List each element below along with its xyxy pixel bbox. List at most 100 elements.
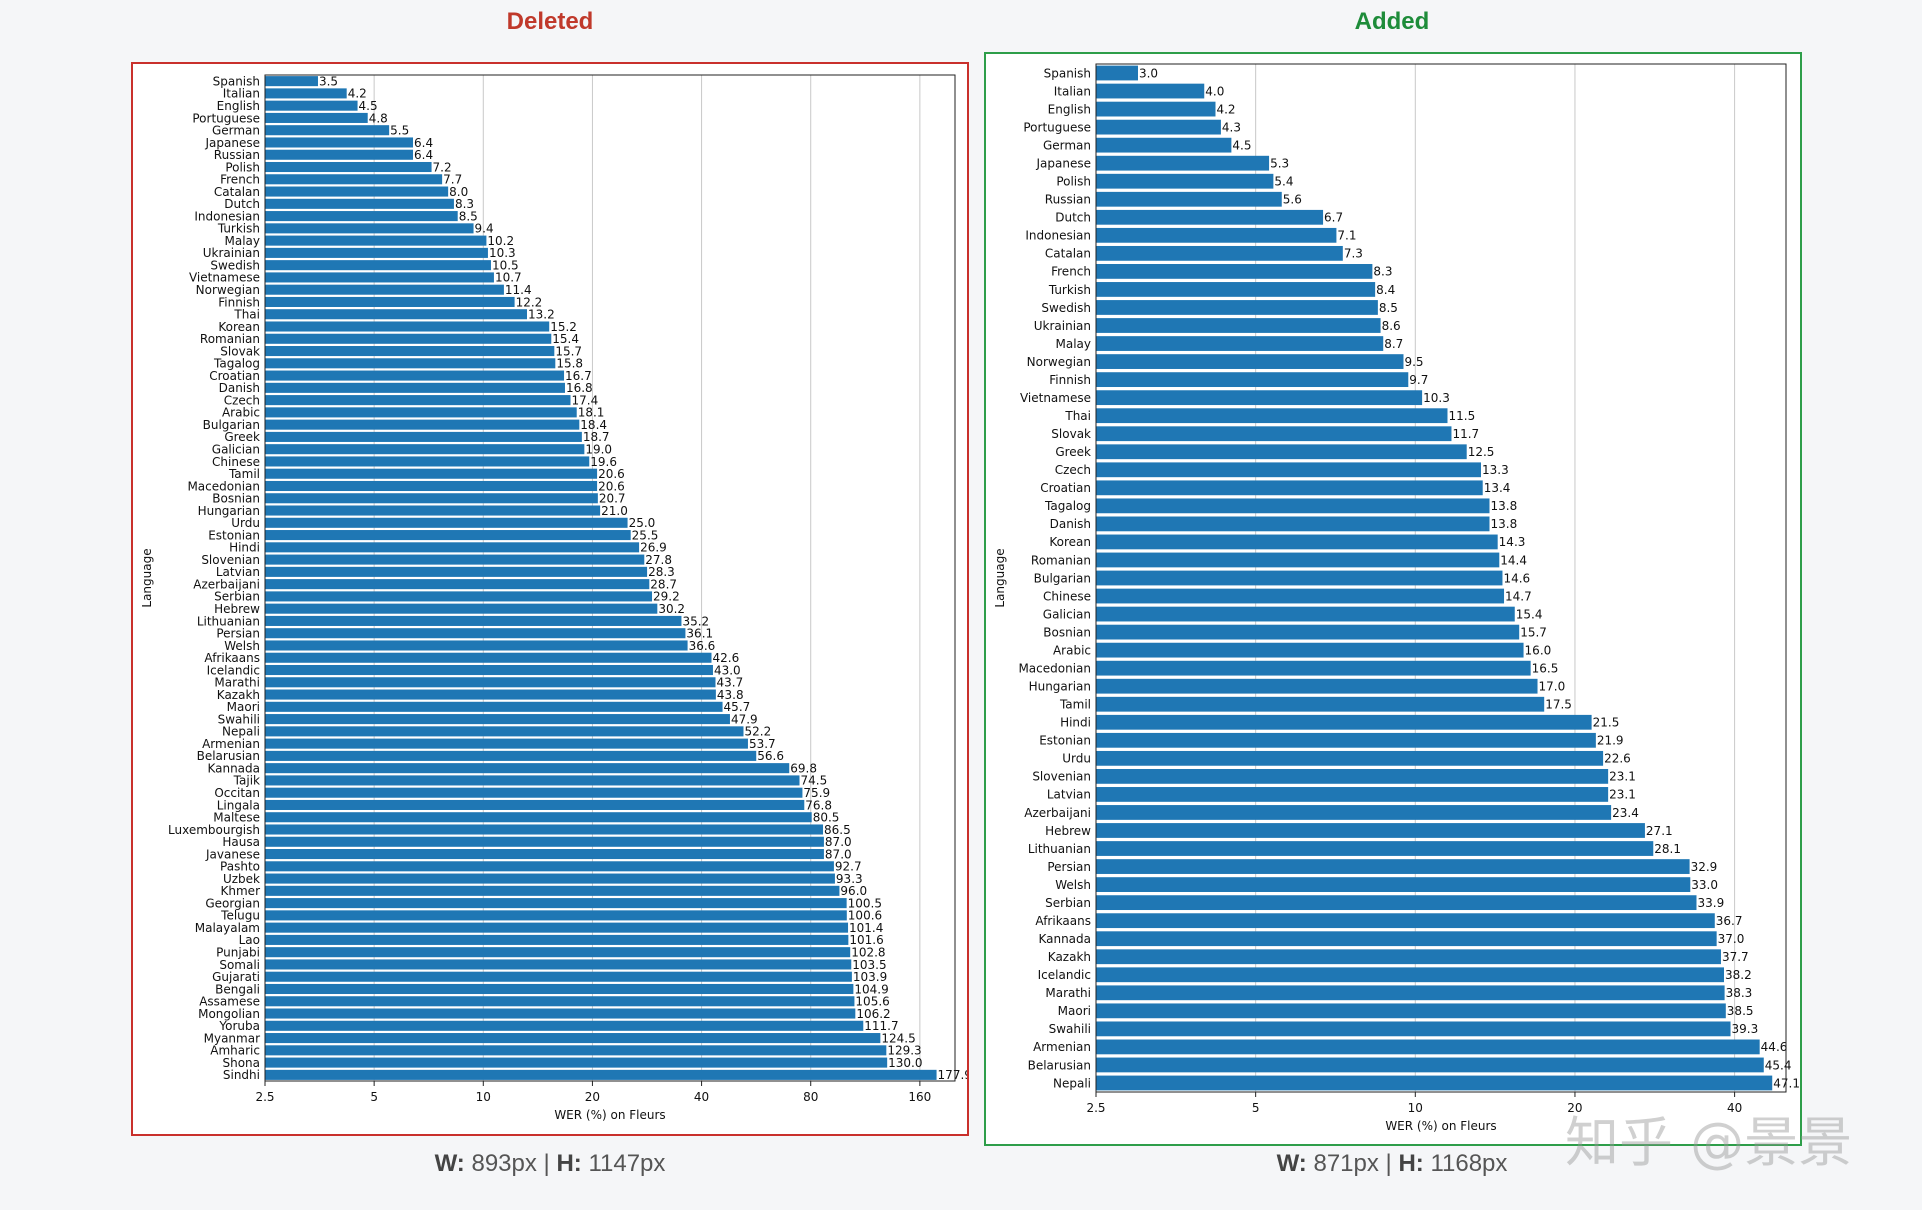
bar-german (265, 125, 390, 136)
value-label: 16.8 (566, 381, 593, 395)
bar-finnish (1096, 372, 1409, 388)
category-label: Maori (1058, 1004, 1091, 1018)
bar-malayalam (265, 922, 849, 933)
value-label: 103.5 (852, 958, 886, 972)
bar-occitan (265, 787, 803, 798)
bar-french (265, 174, 443, 185)
category-label: Somali (219, 958, 260, 972)
category-label: French (220, 173, 260, 187)
bar-amharic (265, 1045, 887, 1056)
bar-hebrew (265, 603, 658, 614)
category-label: Bosnian (1043, 625, 1091, 639)
category-label: Czech (1055, 463, 1091, 477)
x-tick-label: 5 (1252, 1101, 1260, 1115)
x-tick-label: 2.5 (1086, 1101, 1105, 1115)
bar-catalan (1096, 245, 1343, 261)
added-heading: Added (1354, 8, 1430, 35)
bar-telugu (265, 910, 847, 921)
bar-malay (265, 235, 487, 246)
category-label: Tamil (1059, 698, 1091, 712)
value-label: 8.3 (455, 197, 474, 211)
value-label: 6.4 (414, 148, 433, 162)
bar-korean (1096, 534, 1498, 550)
category-label: Indonesian (194, 209, 260, 223)
bar-malay (1096, 336, 1384, 351)
bar-swahili (265, 714, 730, 725)
value-label: 103.9 (853, 970, 887, 984)
category-label: Hebrew (214, 602, 260, 616)
category-label: Estonian (208, 528, 260, 542)
bar-russian (265, 149, 414, 160)
bar-romanian (265, 333, 552, 344)
x-tick-label: 10 (476, 1090, 491, 1104)
deleted-image-dimensions: W: 893px | H: 1147px (133, 1150, 967, 1178)
value-label: 130.0 (888, 1056, 922, 1070)
bar-welsh (265, 640, 688, 651)
value-label: 13.8 (1490, 499, 1517, 513)
value-label: 6.7 (1324, 211, 1343, 225)
category-label: Greek (224, 430, 260, 444)
category-label: Finnish (218, 295, 260, 309)
value-label: 76.8 (805, 798, 832, 812)
bar-luxembourgish (265, 824, 824, 835)
category-label: Spanish (1044, 66, 1091, 80)
value-label: 87.0 (825, 847, 852, 861)
value-label: 13.4 (1484, 481, 1511, 495)
category-label: Arabic (222, 406, 260, 420)
bar-chinese (1096, 588, 1505, 604)
bar-tamil (265, 468, 598, 479)
value-label: 9.5 (1404, 355, 1423, 369)
plot-frame (264, 74, 956, 1082)
value-label: 86.5 (824, 823, 851, 837)
added-image-dimensions: W: 871px | H: 1168px (985, 1150, 1799, 1178)
bar-german (1096, 137, 1232, 153)
category-label: Tamil (228, 467, 260, 481)
width-label: W: (434, 1150, 465, 1177)
value-label: 106.2 (856, 1007, 890, 1021)
value-label: 17.4 (572, 393, 599, 407)
value-label: 15.7 (1520, 625, 1547, 639)
category-label: Luxembourgish (168, 823, 260, 837)
value-label: 104.9 (854, 982, 888, 996)
value-label: 11.7 (1452, 427, 1479, 441)
category-label: Latvian (216, 565, 260, 579)
value-label: 75.9 (803, 786, 830, 800)
category-label: English (1048, 102, 1091, 116)
category-label: Catalan (214, 185, 260, 199)
value-label: 7.7 (443, 173, 462, 187)
value-label: 19.6 (590, 455, 617, 469)
bar-vietnamese (1096, 390, 1423, 406)
value-label: 43.7 (717, 676, 744, 690)
value-label: 8.6 (1382, 319, 1401, 333)
category-label: Czech (224, 393, 260, 407)
category-label: German (1043, 138, 1091, 152)
category-label: Kazakh (1048, 950, 1091, 964)
value-label: 92.7 (835, 860, 862, 874)
category-label: Lao (239, 933, 260, 947)
bar-ukrainian (1096, 318, 1381, 333)
value-label: 42.6 (712, 651, 739, 665)
value-label: 17.5 (1545, 698, 1572, 712)
category-label: Bulgarian (1034, 571, 1091, 585)
category-label: Belarusian (197, 749, 260, 763)
category-label: Macedonian (187, 479, 260, 493)
value-label: 10.3 (489, 246, 516, 260)
bar-vietnamese (265, 272, 494, 283)
bar-welsh (1096, 877, 1691, 892)
category-label: Gujarati (212, 970, 260, 984)
category-label: Malay (225, 234, 261, 248)
value-label: 32.9 (1691, 860, 1718, 874)
value-label: 47.1 (1773, 1076, 1800, 1090)
bar-french (1096, 264, 1373, 279)
value-label: 13.2 (528, 308, 555, 322)
value-label: 47.9 (731, 712, 758, 726)
bar-japanese (265, 137, 414, 148)
category-label: Tagalog (213, 357, 260, 371)
value-label: 5.6 (1283, 193, 1302, 207)
value-label: 37.0 (1718, 932, 1745, 946)
category-label: Urdu (231, 516, 260, 530)
value-label: 4.2 (348, 87, 367, 101)
value-label: 22.6 (1604, 752, 1631, 766)
bar-spanish (265, 76, 318, 87)
category-label: Khmer (221, 884, 261, 898)
